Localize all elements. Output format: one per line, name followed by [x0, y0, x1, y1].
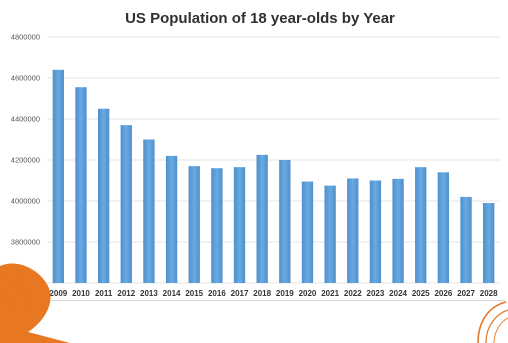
- bar-2009: [52, 69, 64, 283]
- x-tick-label: 2015: [185, 289, 203, 298]
- bar-2020: [301, 181, 314, 283]
- bar-2012: [120, 125, 132, 284]
- bar-2016: [211, 168, 223, 283]
- bar-2022: [347, 178, 359, 283]
- bars: [52, 69, 495, 284]
- bar-2013: [143, 139, 155, 283]
- bar-2014: [165, 155, 178, 283]
- bar-2024: [392, 178, 404, 283]
- bar-2010: [75, 87, 87, 283]
- x-tick-label: 2024: [389, 289, 407, 298]
- x-tick-label: 2028: [480, 289, 498, 298]
- bar-2017: [233, 167, 246, 283]
- x-tick-label: 2026: [434, 289, 452, 298]
- x-tick-label: 2020: [299, 289, 317, 298]
- x-tick-label: 2010: [72, 289, 90, 298]
- bar-2026: [437, 172, 450, 283]
- x-tick-label: 2018: [253, 289, 271, 298]
- bar-2021: [324, 185, 336, 283]
- x-tick-label: 2011: [95, 289, 113, 298]
- bar-chart: US Population of 18 year-olds by Year 36…: [11, 10, 500, 298]
- x-tick-label: 2027: [457, 289, 475, 298]
- gridlines: [47, 36, 500, 284]
- y-axis-ticks: 3600000380000040000004200000440000046000…: [11, 33, 40, 288]
- bar-2018: [256, 154, 268, 283]
- bar-2025: [415, 167, 427, 283]
- y-tick-label: 4600000: [11, 74, 40, 83]
- y-tick-label: 4400000: [11, 115, 40, 124]
- y-tick-label: 4800000: [11, 33, 40, 42]
- x-tick-label: 2021: [321, 289, 339, 298]
- bar-2011: [97, 108, 110, 283]
- x-tick-label: 2012: [117, 289, 135, 298]
- orange-swoosh-decoration: [477, 301, 508, 343]
- x-tick-label: 2025: [412, 289, 430, 298]
- chart-title: US Population of 18 year-olds by Year: [125, 10, 395, 27]
- orange-logo-decoration: [0, 263, 70, 343]
- bar-2023: [369, 180, 382, 283]
- x-tick-label: 2013: [140, 289, 158, 298]
- x-tick-label: 2019: [276, 289, 294, 298]
- y-tick-label: 3800000: [11, 238, 40, 247]
- y-tick-label: 4200000: [11, 156, 40, 165]
- bar-2028: [483, 203, 495, 283]
- x-tick-label: 2023: [367, 289, 385, 298]
- bar-2015: [188, 166, 200, 283]
- chart-frame: US Population of 18 year-olds by Year 36…: [0, 10, 506, 301]
- bar-2027: [460, 196, 472, 283]
- x-tick-label: 2014: [163, 289, 181, 298]
- x-axis-ticks: 2009 2010 2011 2012 2013 2014 2015 2016 2017 2018…: [49, 289, 498, 298]
- x-tick-label: 2009: [49, 289, 67, 298]
- x-tick-label: 2017: [231, 289, 249, 298]
- y-tick-label: 4000000: [11, 197, 40, 206]
- x-tick-label: 2016: [208, 289, 226, 298]
- x-tick-label: 2022: [344, 289, 362, 298]
- bar-2019: [279, 160, 291, 283]
